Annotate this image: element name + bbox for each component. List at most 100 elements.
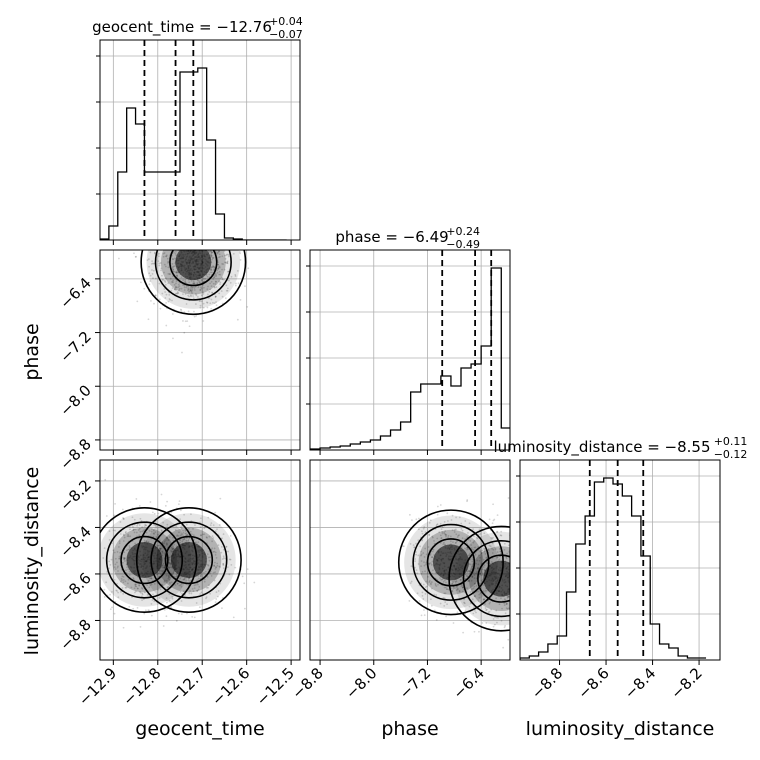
scatter-point bbox=[210, 522, 213, 525]
scatter-point bbox=[188, 242, 190, 244]
scatter-point bbox=[492, 503, 494, 506]
scatter-point bbox=[187, 241, 189, 243]
scatter-point bbox=[165, 254, 168, 257]
scatter-point bbox=[226, 253, 229, 256]
scatter-point bbox=[169, 563, 172, 566]
scatter-point bbox=[181, 243, 183, 245]
scatter-point bbox=[219, 266, 221, 269]
scatter-point bbox=[512, 567, 514, 569]
scatter-point bbox=[200, 287, 203, 290]
scatter-point bbox=[511, 585, 513, 587]
title-phase: phase = −6.49+0.24−0.49 bbox=[335, 225, 480, 251]
scatter-point bbox=[421, 594, 424, 597]
scatter-point bbox=[176, 222, 178, 224]
contour-line bbox=[135, 506, 242, 613]
scatter-point bbox=[185, 216, 187, 218]
scatter-point bbox=[179, 509, 182, 512]
scatter-point bbox=[213, 267, 216, 270]
scatter-point bbox=[215, 274, 218, 276]
scatter-point bbox=[508, 544, 510, 547]
scatter-point bbox=[210, 266, 213, 269]
scatter-point bbox=[493, 518, 496, 521]
scatter-point bbox=[175, 271, 178, 273]
scatter-point bbox=[163, 579, 166, 582]
scatter-point bbox=[157, 260, 160, 263]
scatter-point bbox=[163, 540, 166, 543]
scatter-point bbox=[484, 553, 487, 555]
scatter-point bbox=[460, 522, 463, 525]
scatter-point bbox=[516, 580, 518, 582]
scatter-point bbox=[213, 274, 216, 277]
scatter-point bbox=[148, 529, 151, 532]
scatter-point bbox=[479, 556, 481, 559]
scatter-point bbox=[135, 531, 138, 534]
scatter-point bbox=[147, 318, 150, 321]
scatter-point bbox=[234, 284, 237, 287]
x-tick-label: −8.2 bbox=[667, 664, 705, 702]
scatter-point bbox=[138, 505, 141, 507]
scatter-point bbox=[206, 241, 208, 243]
scatter-point bbox=[222, 278, 225, 281]
scatter-point bbox=[211, 547, 214, 550]
scatter-point bbox=[147, 579, 150, 582]
scatter-point bbox=[162, 255, 165, 258]
scatter-point bbox=[143, 591, 146, 594]
scatter-point bbox=[215, 286, 218, 288]
scatter-point bbox=[458, 534, 460, 537]
contour-line bbox=[150, 521, 228, 599]
scatter-point bbox=[483, 550, 486, 553]
scatter-point bbox=[192, 280, 195, 283]
scatter-point bbox=[109, 608, 112, 610]
scatter-point bbox=[467, 580, 470, 583]
scatter-point bbox=[431, 550, 434, 553]
scatter-point bbox=[475, 536, 478, 539]
scatter-point bbox=[222, 244, 224, 246]
scatter-point bbox=[191, 292, 193, 295]
scatter-point bbox=[422, 527, 425, 530]
scatter-point bbox=[122, 533, 125, 536]
scatter-point bbox=[210, 307, 213, 310]
scatter-point bbox=[220, 545, 223, 548]
scatter-point bbox=[203, 533, 206, 536]
scatter-point bbox=[192, 528, 194, 530]
scatter-point bbox=[180, 309, 183, 312]
scatter-point bbox=[212, 278, 215, 280]
scatter-point bbox=[199, 526, 202, 529]
scatter-point bbox=[173, 265, 176, 268]
scatter-point bbox=[122, 592, 125, 595]
scatter-point bbox=[165, 615, 168, 618]
scatter-point bbox=[444, 592, 447, 595]
scatter-point bbox=[496, 551, 499, 553]
scatter-point bbox=[162, 625, 165, 627]
scatter-point bbox=[473, 546, 476, 549]
scatter-point bbox=[205, 209, 207, 211]
y-tick-label: −8.8 bbox=[56, 435, 94, 473]
scatter-point bbox=[471, 598, 474, 601]
scatter-point bbox=[132, 607, 135, 610]
scatter-point bbox=[495, 616, 498, 619]
scatter-point bbox=[532, 615, 534, 617]
x-tick-label: −8.6 bbox=[574, 664, 612, 702]
scatter-point bbox=[212, 266, 214, 268]
scatter-point bbox=[97, 559, 99, 561]
scatter-point bbox=[506, 595, 509, 598]
scatter-point bbox=[187, 310, 190, 313]
scatter-point bbox=[214, 601, 217, 603]
scatter-point bbox=[512, 609, 514, 611]
scatter-point bbox=[425, 563, 427, 566]
scatter-point bbox=[210, 247, 212, 249]
scatter-point bbox=[427, 546, 430, 548]
scatter-point bbox=[430, 598, 432, 601]
scatter-point bbox=[155, 234, 157, 236]
scatter-point bbox=[189, 294, 192, 297]
scatter-point bbox=[185, 228, 187, 230]
scatter-point bbox=[213, 302, 216, 304]
scatter-point bbox=[476, 567, 479, 570]
scatter-point bbox=[187, 243, 189, 245]
scatter-point bbox=[184, 532, 187, 535]
scatter-point bbox=[180, 585, 183, 588]
scatter-point bbox=[185, 579, 188, 582]
scatter-point bbox=[95, 561, 97, 563]
scatter-point bbox=[225, 545, 228, 548]
scatter-point bbox=[421, 570, 424, 573]
